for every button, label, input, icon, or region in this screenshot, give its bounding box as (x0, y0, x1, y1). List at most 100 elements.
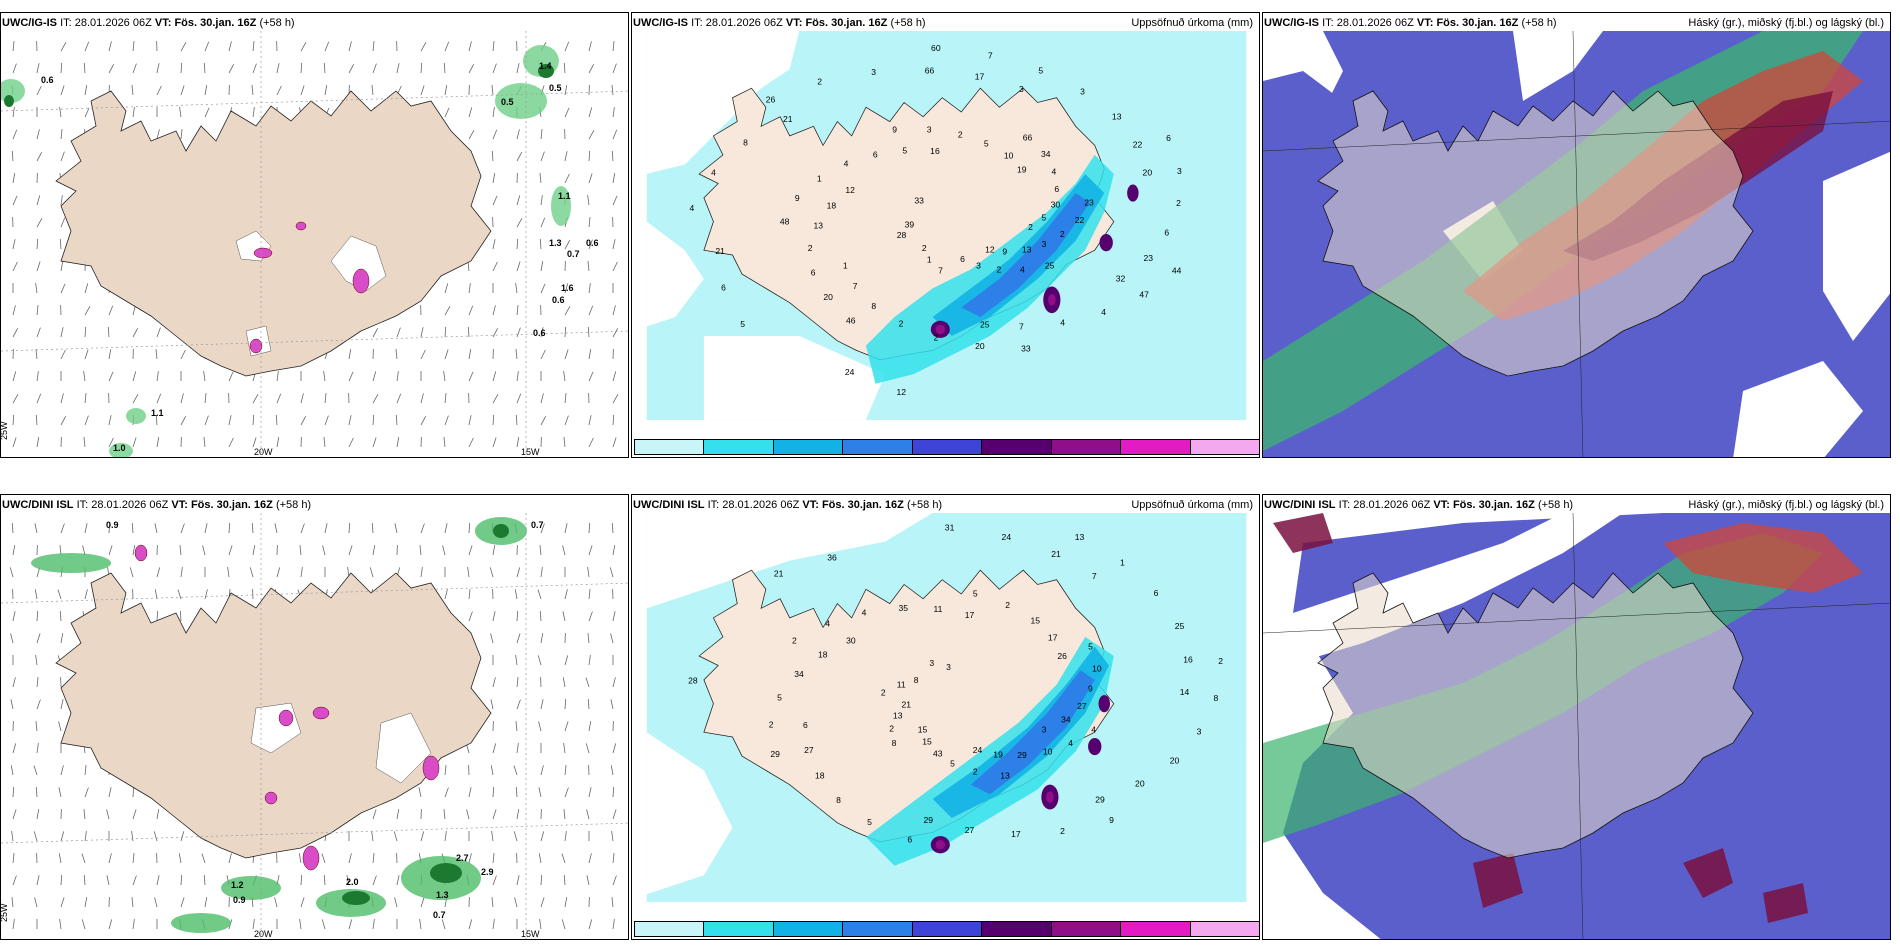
map-panel-precip-bottom: UWC/DINI ISL IT: 28.01.2026 06Z VT: Fös.… (631, 494, 1260, 940)
wind-barb (372, 437, 377, 448)
precip-value: 5 (867, 817, 872, 827)
wind-barb (36, 371, 39, 382)
precip-value: 5 (1041, 212, 1046, 222)
precip-value: 15 (922, 737, 932, 747)
wind-barb (564, 326, 567, 338)
wind-barb (321, 919, 326, 930)
wind-barb (12, 305, 16, 316)
wind-barb (348, 63, 355, 74)
precip-value: 8 (836, 795, 841, 805)
it-label: IT: (76, 499, 89, 511)
wind-barb (180, 831, 185, 842)
colorbar-tick: 100 (977, 456, 992, 457)
precip-value: 20 (1135, 778, 1145, 788)
wind-barb (132, 919, 135, 930)
wind-barb (369, 567, 374, 578)
wind-barb (228, 415, 232, 426)
precip-value: 17 (965, 610, 975, 620)
wind-barb (444, 283, 449, 294)
wind-barb (58, 721, 62, 732)
wind-barb (611, 897, 614, 908)
vt-label: VT: (1433, 499, 1450, 511)
wind-barb (371, 85, 374, 96)
precip-value: 4 (711, 168, 716, 178)
wind-barb (564, 655, 569, 666)
wind-barb (12, 173, 16, 184)
wind-barb (564, 415, 569, 426)
colorbar-segment (1120, 439, 1191, 455)
wind-barb (420, 831, 425, 842)
wind-barb (108, 41, 112, 52)
wind-barb (489, 567, 494, 578)
precip-value: 6 (907, 835, 912, 845)
wind-barb (468, 130, 475, 140)
wind-label: 0.6 (533, 328, 546, 338)
wind-barb (36, 218, 43, 228)
wind-barb (300, 415, 307, 426)
precip-value: 2 (881, 687, 886, 697)
wind-barb (491, 831, 494, 842)
wind-barb (228, 545, 233, 556)
precip-value: 26 (766, 94, 776, 104)
precip-value: 3 (1042, 724, 1047, 734)
wind-barb (564, 41, 570, 52)
wind-barb (106, 809, 110, 820)
wind-barb (588, 239, 593, 250)
wind-barb (588, 173, 593, 184)
precip-value: 20 (975, 341, 985, 351)
precip-value: 4 (1101, 307, 1106, 317)
wind-barb (227, 567, 230, 578)
wind-barb (177, 589, 182, 600)
wind-barb (468, 545, 473, 556)
wind-label: 2.7 (456, 853, 469, 863)
precip-value: 10 (1092, 663, 1102, 673)
wind-barb (372, 875, 377, 886)
wind-barb (516, 218, 523, 228)
wind-barb (444, 831, 447, 842)
wind-barb (419, 919, 422, 930)
wind-barb (108, 371, 114, 382)
wind-barb (395, 414, 398, 426)
wind-barb (252, 394, 259, 404)
colorbar-tick: 50 (838, 456, 848, 457)
wind-barb (588, 853, 592, 864)
panel-title: Háský (gr.), miðský (fj.bl.) og lágský (… (1688, 499, 1884, 511)
wind-barb (563, 874, 566, 886)
wind-barb (492, 239, 496, 250)
wind-barb (588, 63, 595, 74)
precip-value: 2 (792, 635, 797, 645)
wind-barb (60, 327, 64, 338)
precip-value: 6 (1164, 227, 1169, 237)
wind-barb (442, 545, 446, 556)
colorbar-segment (1120, 921, 1191, 937)
model-name: UWC/DINI ISL (2, 499, 74, 511)
wind-barb (36, 437, 40, 448)
wind-barb (516, 875, 520, 886)
wind-barb (612, 743, 617, 754)
wind-barb (537, 589, 542, 600)
wind-barb (10, 699, 14, 710)
wind-barb (586, 809, 590, 820)
precip-value: 39 (905, 219, 915, 229)
wind-barb (587, 698, 590, 710)
wind-barb (564, 831, 567, 842)
precip-value: 13 (1075, 532, 1085, 542)
wind-barb (564, 283, 569, 294)
wind-barb (564, 151, 568, 162)
wind-barb (540, 261, 544, 272)
wind-barb (12, 41, 15, 52)
model-name: UWC/IG-IS (2, 17, 57, 29)
colorbar-tick: 200 (1116, 938, 1131, 939)
wind-barb (564, 85, 568, 96)
wind-barb (491, 150, 494, 162)
wind-barb (180, 415, 187, 426)
wind-barb (203, 437, 206, 448)
wind-barb (252, 63, 257, 74)
vt-label: VT: (785, 17, 803, 29)
wind-barb (179, 545, 182, 556)
precip-value: 29 (1095, 795, 1105, 805)
wind-barb (612, 195, 618, 206)
wind-barb (492, 305, 496, 316)
wind-barb (84, 283, 89, 294)
wind-barb (540, 195, 543, 206)
